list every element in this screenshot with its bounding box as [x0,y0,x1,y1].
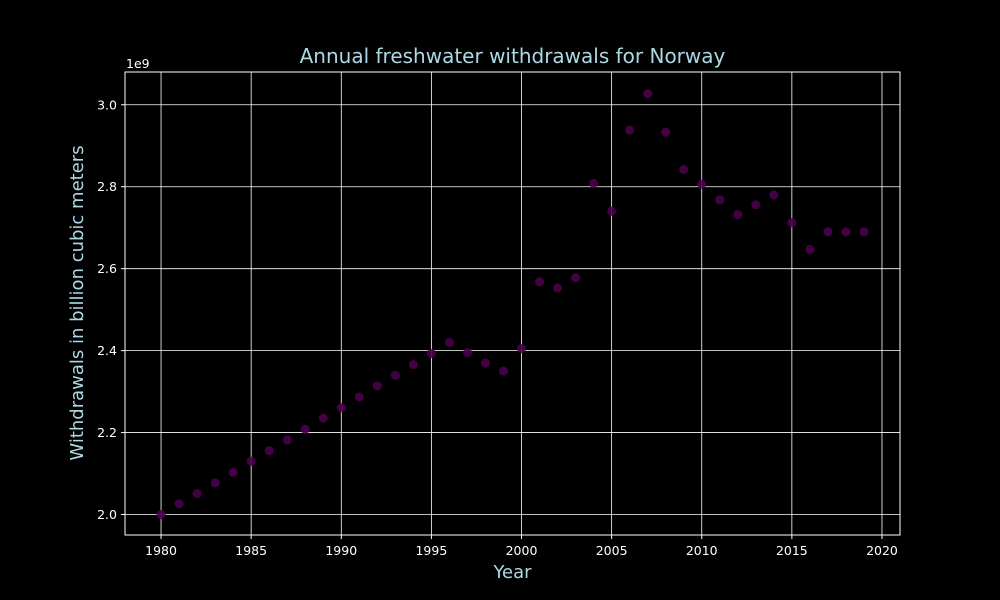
data-point [625,125,635,135]
data-point [715,195,725,205]
y-tick-label: 3.0 [97,97,117,112]
data-point [426,348,436,358]
data-point [643,89,653,99]
data-point [246,456,256,466]
chart-title: Annual freshwater withdrawals for Norway [300,44,726,68]
data-point [805,244,815,254]
data-point [607,206,617,216]
x-tick-label: 1990 [325,543,357,558]
x-tick-label: 1985 [235,543,267,558]
data-point [697,179,707,189]
x-tick-label: 2005 [596,543,628,558]
data-point [264,446,274,456]
data-point [354,392,364,402]
data-point [769,190,779,200]
data-point [408,360,418,370]
axis-ticks: 1980 1985 1990 1995 2000 2005 2010 2015 2020 2.0 2… [97,97,898,558]
data-point [336,403,346,413]
data-point [372,381,382,391]
plot-frame [124,71,901,536]
data-point [535,277,545,287]
data-point [679,165,689,175]
y-tick-label: 2.4 [97,343,117,358]
data-point [553,283,563,293]
x-tick-label: 2000 [506,543,538,558]
data-point [859,227,869,237]
data-points [156,89,869,520]
data-point [390,370,400,380]
data-point [300,424,310,434]
data-point [462,348,472,358]
data-point [210,478,220,488]
data-point [444,337,454,347]
data-point [787,218,797,228]
y-offset-label: 1e9 [126,56,150,71]
x-axis-title: Year [492,562,532,583]
x-tick-label: 2010 [686,543,718,558]
x-tick-label: 1980 [145,543,177,558]
y-axis-title: Withdrawals in billion cubic meters [67,145,88,460]
data-point [661,127,671,137]
data-point [192,489,202,499]
data-point [228,467,238,477]
data-point [282,435,292,445]
data-point [517,344,527,354]
data-point [156,510,166,520]
data-point [823,227,833,237]
data-point [841,227,851,237]
x-tick-label: 2020 [866,543,898,558]
data-point [571,273,581,283]
data-point [480,358,490,368]
y-tick-label: 2.0 [97,507,117,522]
data-point [589,178,599,188]
data-point [318,413,328,423]
grid [125,72,900,535]
x-tick-label: 2015 [776,543,808,558]
y-tick-label: 2.6 [97,261,117,276]
data-point [751,200,761,210]
data-point [174,499,184,509]
data-point [733,210,743,220]
x-tick-label: 1995 [415,543,447,558]
y-tick-label: 2.2 [97,425,117,440]
data-point [498,366,508,376]
y-tick-label: 2.8 [97,179,117,194]
